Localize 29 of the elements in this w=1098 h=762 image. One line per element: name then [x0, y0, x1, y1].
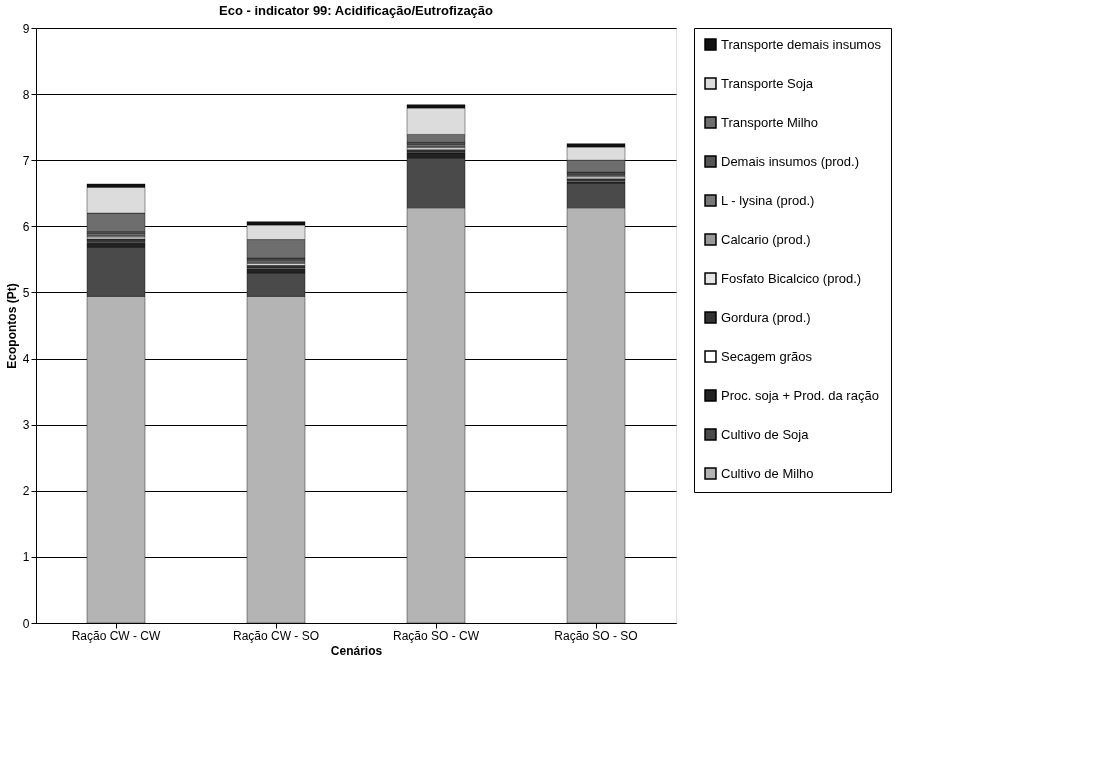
y-tick-label: 2 — [22, 484, 30, 499]
x-tick-label: Ração SO - CW — [392, 628, 480, 643]
y-tick-label: 3 — [22, 418, 30, 433]
legend-label: Transporte Milho — [721, 114, 819, 130]
x-axis-title: Cenários — [330, 643, 383, 658]
y-tick-label: 7 — [22, 153, 30, 168]
legend-label: Calcario (prod.) — [721, 231, 811, 247]
y-tick-label: 5 — [22, 285, 30, 300]
y-tick-label: 4 — [22, 352, 30, 367]
x-tick-label: Ração CW - SO — [232, 628, 320, 643]
y-tick-label: 6 — [22, 219, 30, 234]
legend-label: Secagem grãos — [721, 348, 813, 364]
legend-label: Demais insumos (prod.) — [721, 153, 859, 169]
legend-label: Transporte demais insumos — [721, 36, 882, 52]
legend-label: Transporte Soja — [721, 75, 814, 91]
y-tick-label: 8 — [22, 87, 30, 102]
legend-label: Cultivo de Milho — [721, 465, 814, 481]
y-tick-label: 9 — [22, 21, 30, 36]
legend-label: Cultivo de Soja — [721, 426, 810, 442]
legend-label: Fosfato Bicalcico (prod.) — [721, 270, 862, 286]
y-tick-label: 0 — [22, 616, 30, 631]
chart-title: Eco - indicator 99: Acidificação/Eutrofização — [218, 3, 494, 18]
legend-label: Gordura (prod.) — [721, 309, 811, 325]
y-axis-title: Ecopontos (Pt) — [4, 283, 19, 369]
x-tick-label: Ração SO - SO — [554, 628, 638, 643]
legend-label: L - lysina (prod.) — [721, 192, 815, 208]
legend-label: Proc. soja + Prod. da ração — [721, 387, 879, 403]
y-tick-label: 1 — [22, 550, 30, 565]
x-tick-label: Ração CW - CW — [71, 628, 162, 643]
